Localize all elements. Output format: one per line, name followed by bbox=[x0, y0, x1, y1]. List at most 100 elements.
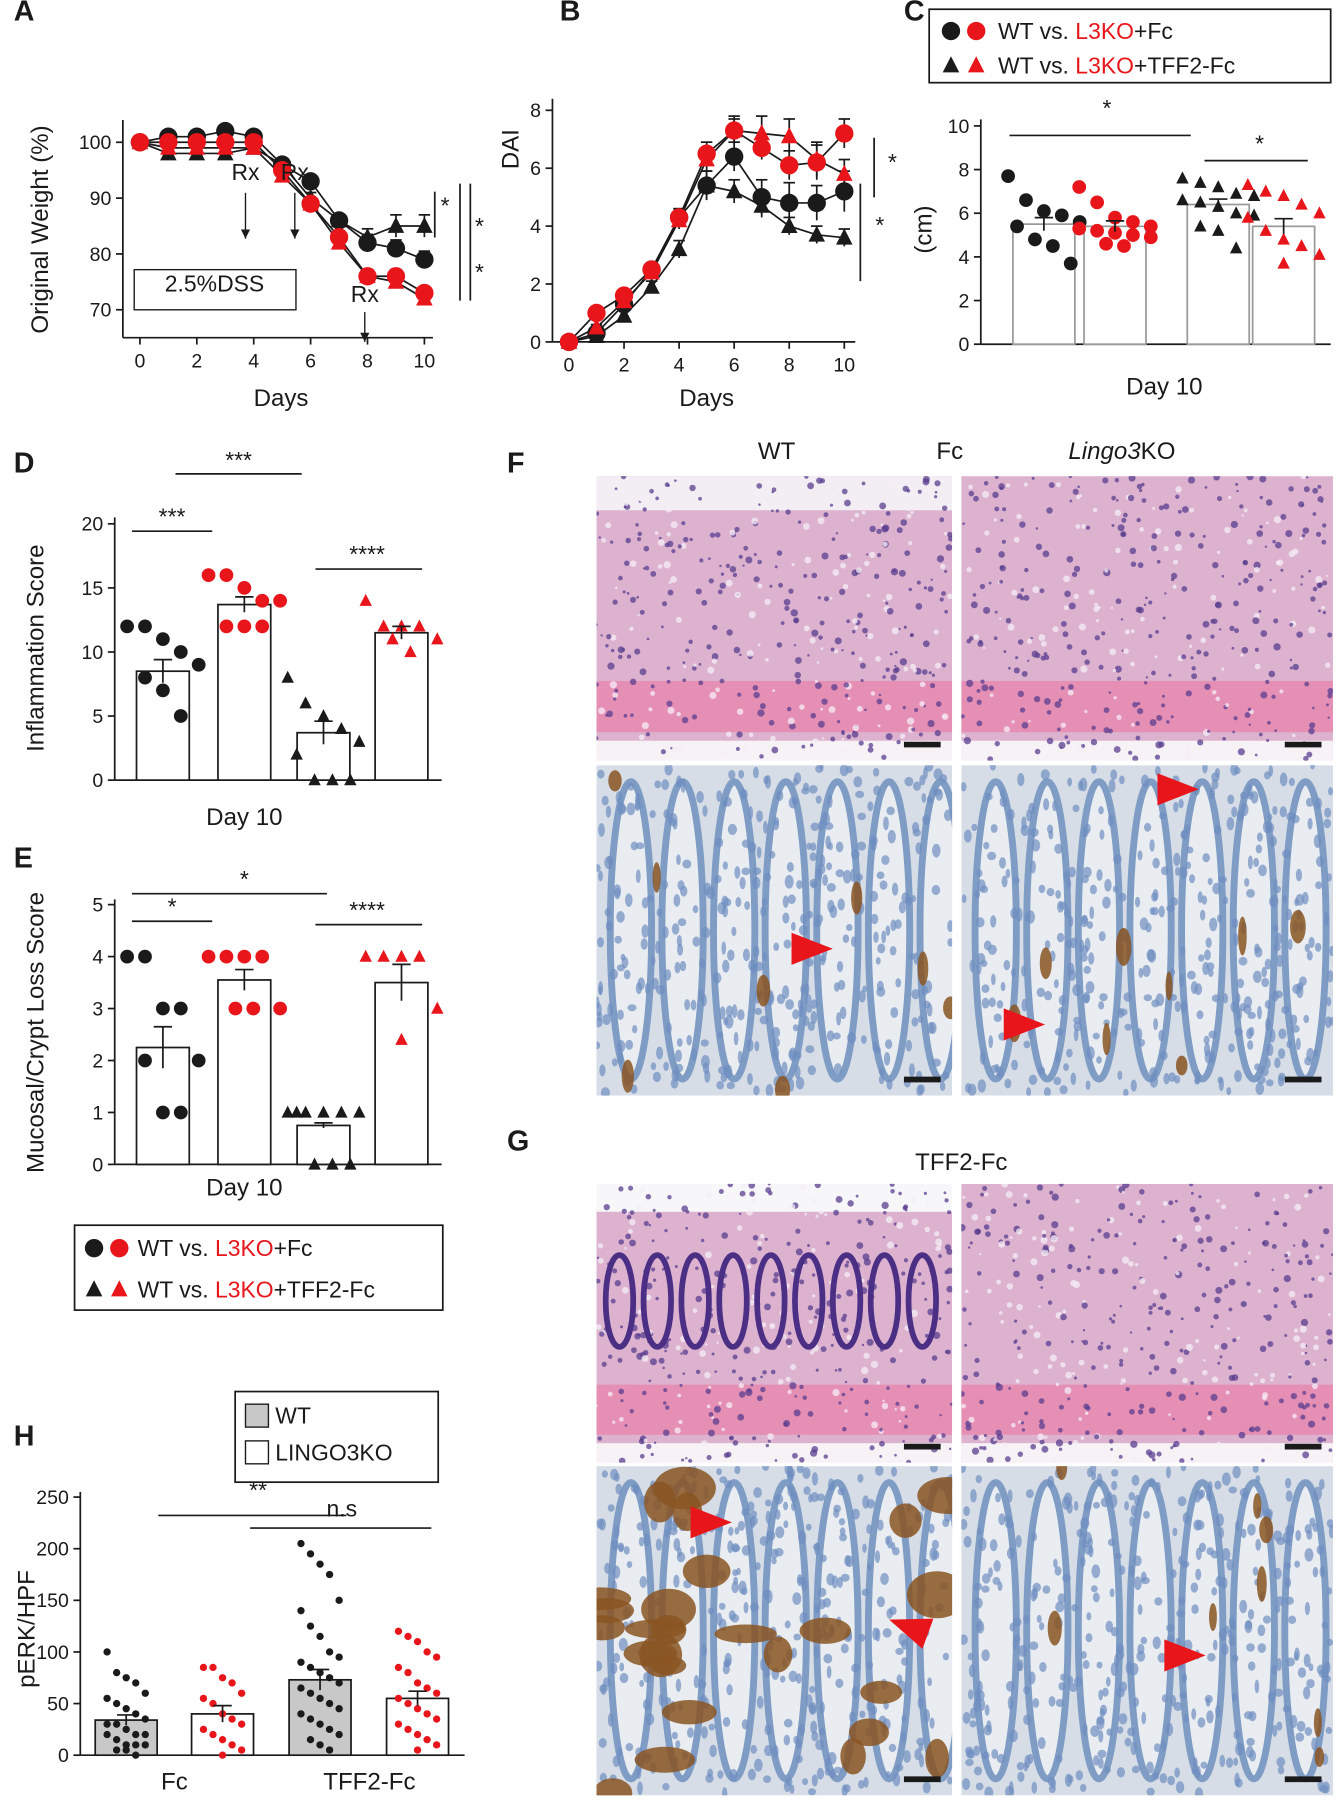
nucleus bbox=[1216, 1199, 1220, 1203]
nucleus bbox=[1113, 854, 1122, 864]
nucleus bbox=[1035, 749, 1041, 755]
nucleus bbox=[1012, 758, 1016, 762]
nucleus bbox=[1175, 486, 1181, 492]
nucleus bbox=[868, 1220, 874, 1226]
nucleus bbox=[1308, 728, 1314, 734]
marker-triangle bbox=[1313, 206, 1325, 218]
nucleus bbox=[1047, 888, 1055, 896]
nucleus bbox=[686, 1035, 692, 1046]
nucleus bbox=[1265, 1314, 1272, 1321]
nucleus bbox=[1298, 1667, 1306, 1678]
nucleus bbox=[1111, 524, 1114, 527]
nucleus bbox=[1246, 1738, 1254, 1746]
nucleus bbox=[1329, 946, 1335, 956]
stain bbox=[1259, 1516, 1273, 1543]
nucleus bbox=[620, 1673, 629, 1683]
marker-circle bbox=[228, 1741, 235, 1748]
nucleus bbox=[1069, 603, 1076, 610]
nucleus bbox=[798, 520, 801, 523]
nucleus bbox=[824, 1454, 828, 1458]
nucleus bbox=[1016, 1535, 1022, 1547]
nucleus bbox=[1229, 626, 1234, 631]
nucleus bbox=[1233, 933, 1238, 946]
nucleus bbox=[747, 1501, 754, 1511]
nucleus bbox=[959, 1463, 966, 1473]
nucleus bbox=[747, 650, 754, 657]
nucleus bbox=[1010, 1236, 1013, 1239]
nucleus bbox=[900, 658, 907, 665]
nucleus bbox=[1326, 703, 1329, 706]
nucleus bbox=[718, 590, 723, 595]
nucleus bbox=[1048, 830, 1053, 839]
nucleus bbox=[1142, 1215, 1145, 1218]
nucleus bbox=[1327, 1587, 1332, 1594]
marker-circle bbox=[297, 1710, 304, 1717]
nucleus bbox=[1023, 595, 1029, 601]
nucleus bbox=[910, 511, 913, 514]
nucleus bbox=[1018, 691, 1024, 697]
nucleus bbox=[947, 920, 953, 932]
nucleus bbox=[841, 1644, 849, 1654]
nucleus bbox=[1093, 1033, 1100, 1040]
bar bbox=[375, 983, 428, 1165]
nucleus bbox=[1059, 1405, 1064, 1410]
annotation: *** bbox=[225, 447, 252, 473]
nucleus bbox=[1267, 1430, 1272, 1435]
nucleus bbox=[1308, 1189, 1313, 1194]
nucleus bbox=[784, 939, 792, 948]
marker-circle bbox=[219, 1752, 226, 1759]
nucleus bbox=[817, 1588, 826, 1597]
panel-label: B bbox=[560, 0, 581, 28]
nucleus bbox=[832, 569, 839, 576]
nucleus bbox=[749, 1300, 755, 1306]
nucleus bbox=[1153, 1773, 1159, 1780]
nucleus bbox=[1235, 1778, 1243, 1787]
nucleus bbox=[1300, 583, 1302, 585]
nucleus bbox=[715, 532, 721, 538]
marker-triangle bbox=[353, 1106, 365, 1118]
y-tick-label: 1 bbox=[92, 1102, 103, 1124]
nucleus bbox=[1299, 537, 1302, 540]
nucleus bbox=[595, 623, 598, 626]
nucleus bbox=[627, 654, 631, 658]
nucleus bbox=[914, 708, 918, 712]
nucleus bbox=[683, 665, 686, 668]
nucleus bbox=[1064, 735, 1068, 739]
nucleus bbox=[753, 1235, 758, 1240]
nucleus bbox=[947, 1301, 950, 1304]
nucleus bbox=[1159, 906, 1165, 918]
nucleus bbox=[1308, 1663, 1313, 1671]
nucleus bbox=[1043, 1245, 1049, 1251]
nucleus bbox=[999, 580, 1003, 584]
nucleus bbox=[1229, 1617, 1235, 1627]
image-title: TFF2-Fc bbox=[915, 1149, 1007, 1176]
nucleus bbox=[1077, 1268, 1082, 1273]
nucleus bbox=[638, 977, 645, 989]
nucleus bbox=[973, 1745, 980, 1756]
nucleus bbox=[1200, 637, 1206, 643]
x-tick-label: 10 bbox=[833, 355, 855, 377]
nucleus bbox=[814, 1316, 817, 1319]
nucleus bbox=[837, 898, 845, 910]
nucleus bbox=[876, 1381, 880, 1385]
nucleus bbox=[895, 1764, 903, 1771]
marker-triangle bbox=[1230, 187, 1242, 199]
nucleus bbox=[640, 1188, 645, 1193]
nucleus bbox=[616, 791, 623, 804]
nucleus bbox=[1147, 1327, 1151, 1331]
micrograph bbox=[958, 1181, 1334, 1465]
nucleus bbox=[815, 1215, 818, 1218]
nucleus bbox=[940, 597, 944, 601]
nucleus bbox=[834, 649, 838, 653]
nucleus bbox=[840, 764, 849, 776]
nucleus bbox=[1227, 1630, 1232, 1638]
nucleus bbox=[693, 905, 699, 913]
nucleus bbox=[707, 1192, 712, 1197]
marker-circle bbox=[942, 22, 960, 40]
nucleus bbox=[1322, 1781, 1330, 1793]
nucleus bbox=[911, 895, 916, 902]
nucleus bbox=[1131, 723, 1135, 727]
nucleus bbox=[671, 549, 675, 553]
nucleus bbox=[886, 925, 891, 936]
nucleus bbox=[1173, 585, 1177, 589]
